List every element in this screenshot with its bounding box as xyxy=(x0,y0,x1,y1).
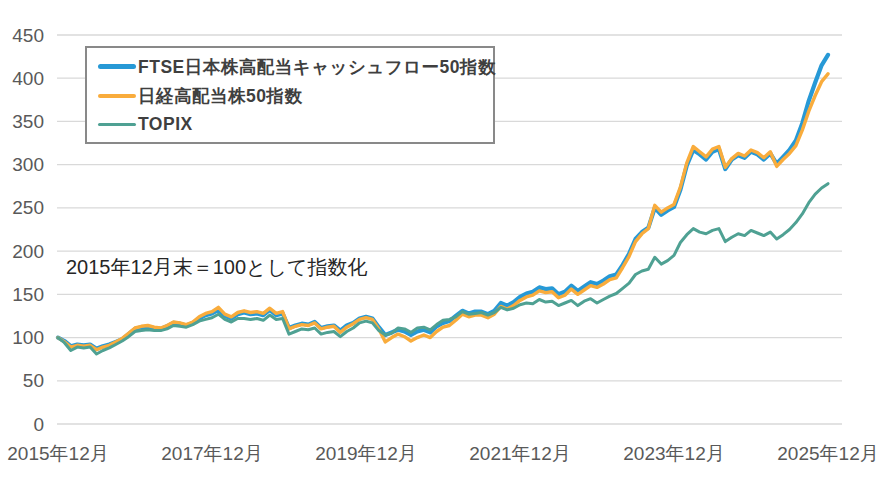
index-comparison-line-chart: 0 50 100 150 200 250 300 350 400 450 2015年12月 2017年… xyxy=(0,0,886,501)
y-axis-tick-150: 150 xyxy=(12,284,44,305)
y-axis-tick-50: 50 xyxy=(23,370,44,391)
y-axis-tick-300: 300 xyxy=(12,154,44,175)
legend-label-1: 日経高配当株50指数 xyxy=(138,84,302,108)
x-axis-tick-4: 2023年12月 xyxy=(623,443,724,464)
legend-label-0: FTSE日本株高配当キャッシュフロー50指数 xyxy=(138,55,496,79)
x-axis-tick-2: 2019年12月 xyxy=(315,443,416,464)
y-axis-tick-200: 200 xyxy=(12,241,44,262)
legend-label-2: TOPIX xyxy=(138,114,193,135)
legend-line-swatch-1 xyxy=(98,94,136,98)
x-axis-tick-5: 2025年12月 xyxy=(777,443,878,464)
x-axis-tick-1: 2017年12月 xyxy=(161,443,262,464)
chart-legend: FTSE日本株高配当キャッシュフロー50指数日経高配当株50指数 TOPIX xyxy=(85,46,495,144)
y-axis-tick-350: 350 xyxy=(12,111,44,132)
y-axis-tick-250: 250 xyxy=(12,197,44,218)
legend-line-swatch-2 xyxy=(98,123,136,127)
legend-item-2: TOPIX xyxy=(98,114,493,135)
y-axis-tick-400: 400 xyxy=(12,68,44,89)
legend-item-0: FTSE日本株高配当キャッシュフロー50指数 xyxy=(98,55,493,79)
x-axis-tick-3: 2021年12月 xyxy=(469,443,570,464)
base-value-annotation: 2015年12月末＝100として指数化 xyxy=(66,254,368,281)
x-axis-tick-0: 2015年12月 xyxy=(7,443,108,464)
y-axis-tick-100: 100 xyxy=(12,327,44,348)
y-axis-tick-0: 0 xyxy=(33,414,44,435)
legend-line-swatch-0 xyxy=(98,64,136,69)
y-axis-tick-450: 450 xyxy=(12,25,44,46)
legend-item-1: 日経高配当株50指数 xyxy=(98,84,493,108)
